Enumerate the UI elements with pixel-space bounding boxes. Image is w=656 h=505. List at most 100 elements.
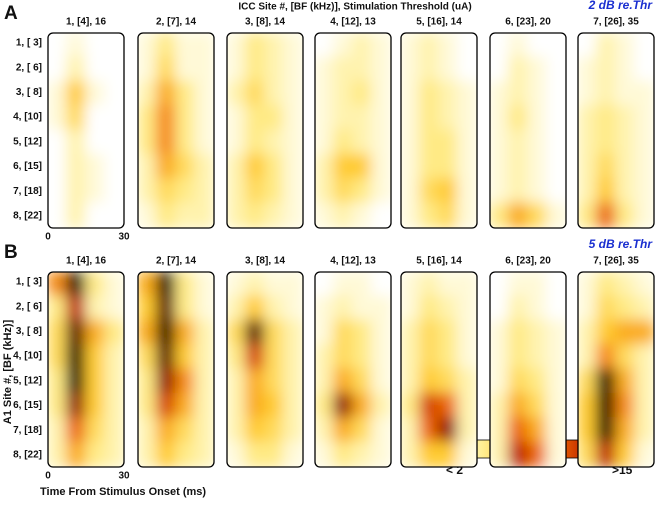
heatmap-cell (596, 344, 617, 371)
column-label: 5, [16], 14 (416, 17, 462, 28)
heatmap-cell (578, 417, 598, 444)
heatmap (578, 33, 654, 228)
heatmap-cell (315, 272, 335, 298)
heatmap-cell (419, 295, 440, 322)
heatmap-cell (194, 368, 214, 395)
heatmap-cell (419, 344, 440, 371)
heatmap-cell (508, 368, 529, 395)
heatmap-cell (333, 80, 354, 108)
heatmap-cell (615, 344, 636, 371)
heatmap-cell (490, 129, 510, 156)
heatmap-cell (508, 178, 529, 205)
heatmap-cell (194, 272, 214, 298)
heatmap-cell (104, 441, 124, 467)
heatmap-cell (138, 33, 158, 59)
row-label: 3, [ 8] (16, 87, 42, 98)
heatmap-cell (457, 56, 477, 83)
panel-border (577, 271, 655, 468)
heatmap-cell (104, 33, 124, 59)
heatmap-cell (315, 80, 335, 108)
heatmap-cell (457, 105, 477, 132)
row-label: 8, [22] (13, 211, 42, 222)
heatmap-cell (546, 319, 566, 347)
heatmap-cell (527, 129, 548, 156)
heatmap-cell (634, 80, 654, 108)
column-label: 4, [12], 13 (330, 256, 376, 267)
heatmap-cell (371, 319, 391, 347)
heatmap-cell (175, 129, 196, 156)
heatmap-cell (401, 33, 421, 59)
heatmap-cells (48, 33, 124, 228)
heatmap-cell (66, 368, 87, 395)
panel-letter: A (4, 3, 18, 24)
heatmap-cell (371, 417, 391, 444)
heatmap-cell (578, 319, 598, 347)
heatmap-cell (264, 153, 285, 181)
heatmap-cell (615, 368, 636, 395)
heatmap-cell (634, 319, 654, 347)
heatmap-cell (66, 129, 87, 156)
heatmap-cell (104, 105, 124, 132)
heatmap-cell (546, 272, 566, 298)
heatmap-cell (66, 295, 87, 322)
heatmap-cell (438, 178, 459, 205)
heatmap-cell (527, 441, 548, 467)
heatmap-cell (283, 105, 303, 132)
heatmap-cell (371, 80, 391, 108)
heatmap-cell (634, 105, 654, 132)
heatmap-cell (333, 368, 354, 395)
heatmap-cell (490, 80, 510, 108)
heatmap-cell (104, 392, 124, 420)
heatmap-cell (490, 295, 510, 322)
heatmap-cell (490, 417, 510, 444)
heatmap-cell (194, 295, 214, 322)
heatmap-cells (227, 33, 303, 228)
heatmap-cell (457, 202, 477, 228)
heatmap-cell (194, 392, 214, 420)
heatmap-cell (104, 178, 124, 205)
heatmap-cell (48, 295, 68, 322)
heatmap-cell (227, 368, 247, 395)
heatmap-cell (156, 368, 177, 395)
heatmap-cell (401, 344, 421, 371)
heatmap-cell (48, 417, 68, 444)
row-label: 5, [12] (13, 375, 42, 386)
heatmap-cell (85, 56, 106, 83)
heatmap-cell (578, 80, 598, 108)
heatmap-cell (634, 202, 654, 228)
heatmap-cell (194, 178, 214, 205)
heatmap-cell (138, 417, 158, 444)
heatmap-cell (371, 441, 391, 467)
heatmap-cell (401, 272, 421, 298)
heatmap-cell (371, 105, 391, 132)
heatmap-cell (245, 33, 266, 59)
heatmap (578, 272, 654, 467)
heatmap-cell (634, 368, 654, 395)
heatmap-cell (352, 272, 373, 298)
heatmap-cell (438, 129, 459, 156)
heatmap-cell (138, 295, 158, 322)
heatmap (490, 272, 566, 467)
heatmap-cell (66, 153, 87, 181)
heatmap-cell (194, 129, 214, 156)
heatmap-cell (333, 344, 354, 371)
heatmap-cell (85, 80, 106, 108)
heatmap-cell (371, 56, 391, 83)
heatmap-cells (578, 33, 654, 228)
heatmap-cell (315, 417, 335, 444)
heatmap-cell (527, 178, 548, 205)
heatmap-cell (264, 344, 285, 371)
heatmap-cell (264, 33, 285, 59)
heatmap-cell (85, 33, 106, 59)
heatmap-cell (490, 153, 510, 181)
heatmap-cell (401, 368, 421, 395)
heatmap-cell (156, 319, 177, 347)
heatmap-cell (104, 153, 124, 181)
row-label: 4, [10] (13, 351, 42, 362)
heatmap-cell (333, 105, 354, 132)
heatmap-cell (527, 80, 548, 108)
heatmap-cell (634, 344, 654, 371)
heatmap-cell (438, 56, 459, 83)
heatmap-cell (315, 129, 335, 156)
panel-border (400, 271, 478, 468)
